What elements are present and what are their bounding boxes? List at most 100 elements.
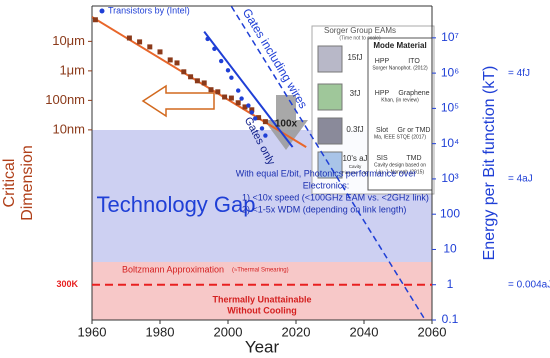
data-point — [262, 119, 268, 125]
data-point — [242, 104, 248, 110]
inset-note: (Time not to scale) — [339, 35, 381, 41]
data-point — [188, 74, 194, 80]
data-point — [253, 116, 258, 121]
data-point — [249, 110, 254, 115]
y-tick-label: 10μm — [52, 33, 85, 48]
y-tick-label: 100nm — [45, 92, 85, 107]
data-point — [205, 36, 210, 42]
eam-material: ITO — [408, 58, 420, 65]
gain-arrow — [264, 95, 308, 150]
boltzmann-note: (≈Thermal Smearing) — [232, 268, 289, 274]
gap-text: With equal E/bit, Photonics performance … — [236, 168, 417, 178]
data-point — [246, 103, 251, 108]
gap-text: Electronics: — [303, 180, 350, 190]
energy-equivalent: = 4fJ — [508, 68, 530, 79]
eam-mode: HPP — [375, 90, 390, 97]
plot-area — [92, 6, 426, 320]
y-tick-label: 10nm — [52, 121, 85, 136]
data-point — [137, 39, 143, 45]
data-point — [92, 17, 98, 23]
gap-text: 1) <10x speed (<100GHz EAM vs. <2GHz lin… — [242, 192, 429, 202]
eam-energy: 15fJ — [347, 53, 362, 62]
y-tick-label: 1μm — [59, 62, 85, 77]
x-tick-label: 2000 — [214, 324, 243, 339]
data-point — [126, 35, 132, 41]
data-point — [219, 58, 224, 64]
y2-tick-label: 10 — [443, 242, 457, 256]
gap-title: Technology Gap — [97, 192, 256, 217]
data-point — [167, 57, 173, 63]
thermal-label: Without Cooling — [227, 305, 296, 315]
legend-label: Transistors by (Intel) — [108, 5, 190, 15]
y2-tick-label: 10⁵ — [441, 101, 459, 115]
x-tick-label: 1980 — [146, 324, 175, 339]
data-point — [225, 68, 231, 73]
eam-energy: 10's aJ — [342, 154, 367, 163]
x-axis-label: Year — [245, 337, 280, 356]
line-label: Gates including wires — [240, 6, 311, 111]
eam-reference: Sorger Nanophot. (2012) — [372, 65, 428, 71]
y2-tick-label: 100 — [440, 206, 460, 220]
data-point — [215, 89, 221, 95]
eam-energy: 3fJ — [350, 89, 361, 98]
y2-tick-label: 10⁷ — [441, 30, 459, 44]
x-tick-label: 2060 — [418, 324, 447, 339]
eam-mode: SIS — [376, 155, 388, 162]
data-point — [181, 69, 187, 75]
legend-marker — [99, 8, 105, 14]
gain-label: 100x — [275, 119, 298, 130]
x-tick-label: 2040 — [350, 324, 379, 339]
trend-line — [230, 6, 426, 320]
eam-reference: Liu, J. Nanoph (2015) — [376, 169, 424, 175]
eam-inset: Sorger Group EAMs(Time not to scale)Mode… — [311, 25, 435, 195]
data-point — [236, 88, 241, 93]
eam-cavity: Cavity — [349, 164, 362, 169]
data-point — [229, 75, 234, 80]
eam-reference: Ma, IEEE STQE (2017) — [374, 134, 426, 140]
thermal-region — [92, 262, 432, 320]
eam-mode: Slot — [376, 127, 388, 134]
inset-header: Mode Material — [373, 41, 426, 50]
data-point — [147, 44, 153, 50]
data-point — [212, 46, 217, 51]
y2-axis-label: Energy per Bit function (kT) — [481, 66, 498, 261]
trend-line — [203, 31, 294, 148]
eam-energy: 0.3fJ — [346, 125, 363, 134]
y2-tick-label: 10⁶ — [441, 65, 459, 79]
device-image — [317, 151, 343, 179]
energy-equivalent: = 0.004aJ — [508, 279, 550, 290]
data-point — [194, 78, 200, 84]
eam-mode: HPP — [375, 58, 390, 65]
y2-tick-label: 1 — [447, 277, 454, 291]
data-point — [208, 87, 214, 93]
data-point — [222, 94, 228, 100]
eam-cavity: Finesse = 10 — [342, 170, 368, 175]
device-image — [317, 117, 343, 145]
data-point — [263, 133, 268, 138]
data-point — [239, 96, 244, 101]
y2-tick-label: 10³ — [441, 171, 458, 185]
eam-material: TMD — [406, 155, 421, 162]
data-point — [228, 95, 234, 101]
gap-text: 2) <1-5x WDM (depending on link length) — [242, 204, 406, 214]
x-tick-label: 2020 — [282, 324, 311, 339]
device-image — [317, 83, 343, 111]
data-point — [235, 100, 241, 106]
y2-tick-label: 10⁴ — [441, 136, 460, 150]
eam-material: Graphene — [398, 90, 429, 97]
eam-reference: Khan, (in review) — [381, 97, 419, 103]
y-axis-label: Dimension — [19, 145, 36, 221]
x-tick-label: 1960 — [78, 324, 107, 339]
data-point — [259, 126, 265, 131]
y-axis-label: Critical — [1, 159, 18, 208]
thermal-label: Thermally Unattainable — [212, 294, 311, 304]
shrink-arrow — [141, 84, 215, 118]
device-image — [317, 45, 343, 73]
data-point — [157, 49, 163, 55]
eam-reference: Cavity design based on — [374, 162, 426, 168]
data-point — [174, 60, 180, 66]
data-point — [201, 80, 207, 86]
boltzmann-label: Boltzmann Approximation — [122, 264, 224, 274]
data-point — [249, 107, 255, 113]
